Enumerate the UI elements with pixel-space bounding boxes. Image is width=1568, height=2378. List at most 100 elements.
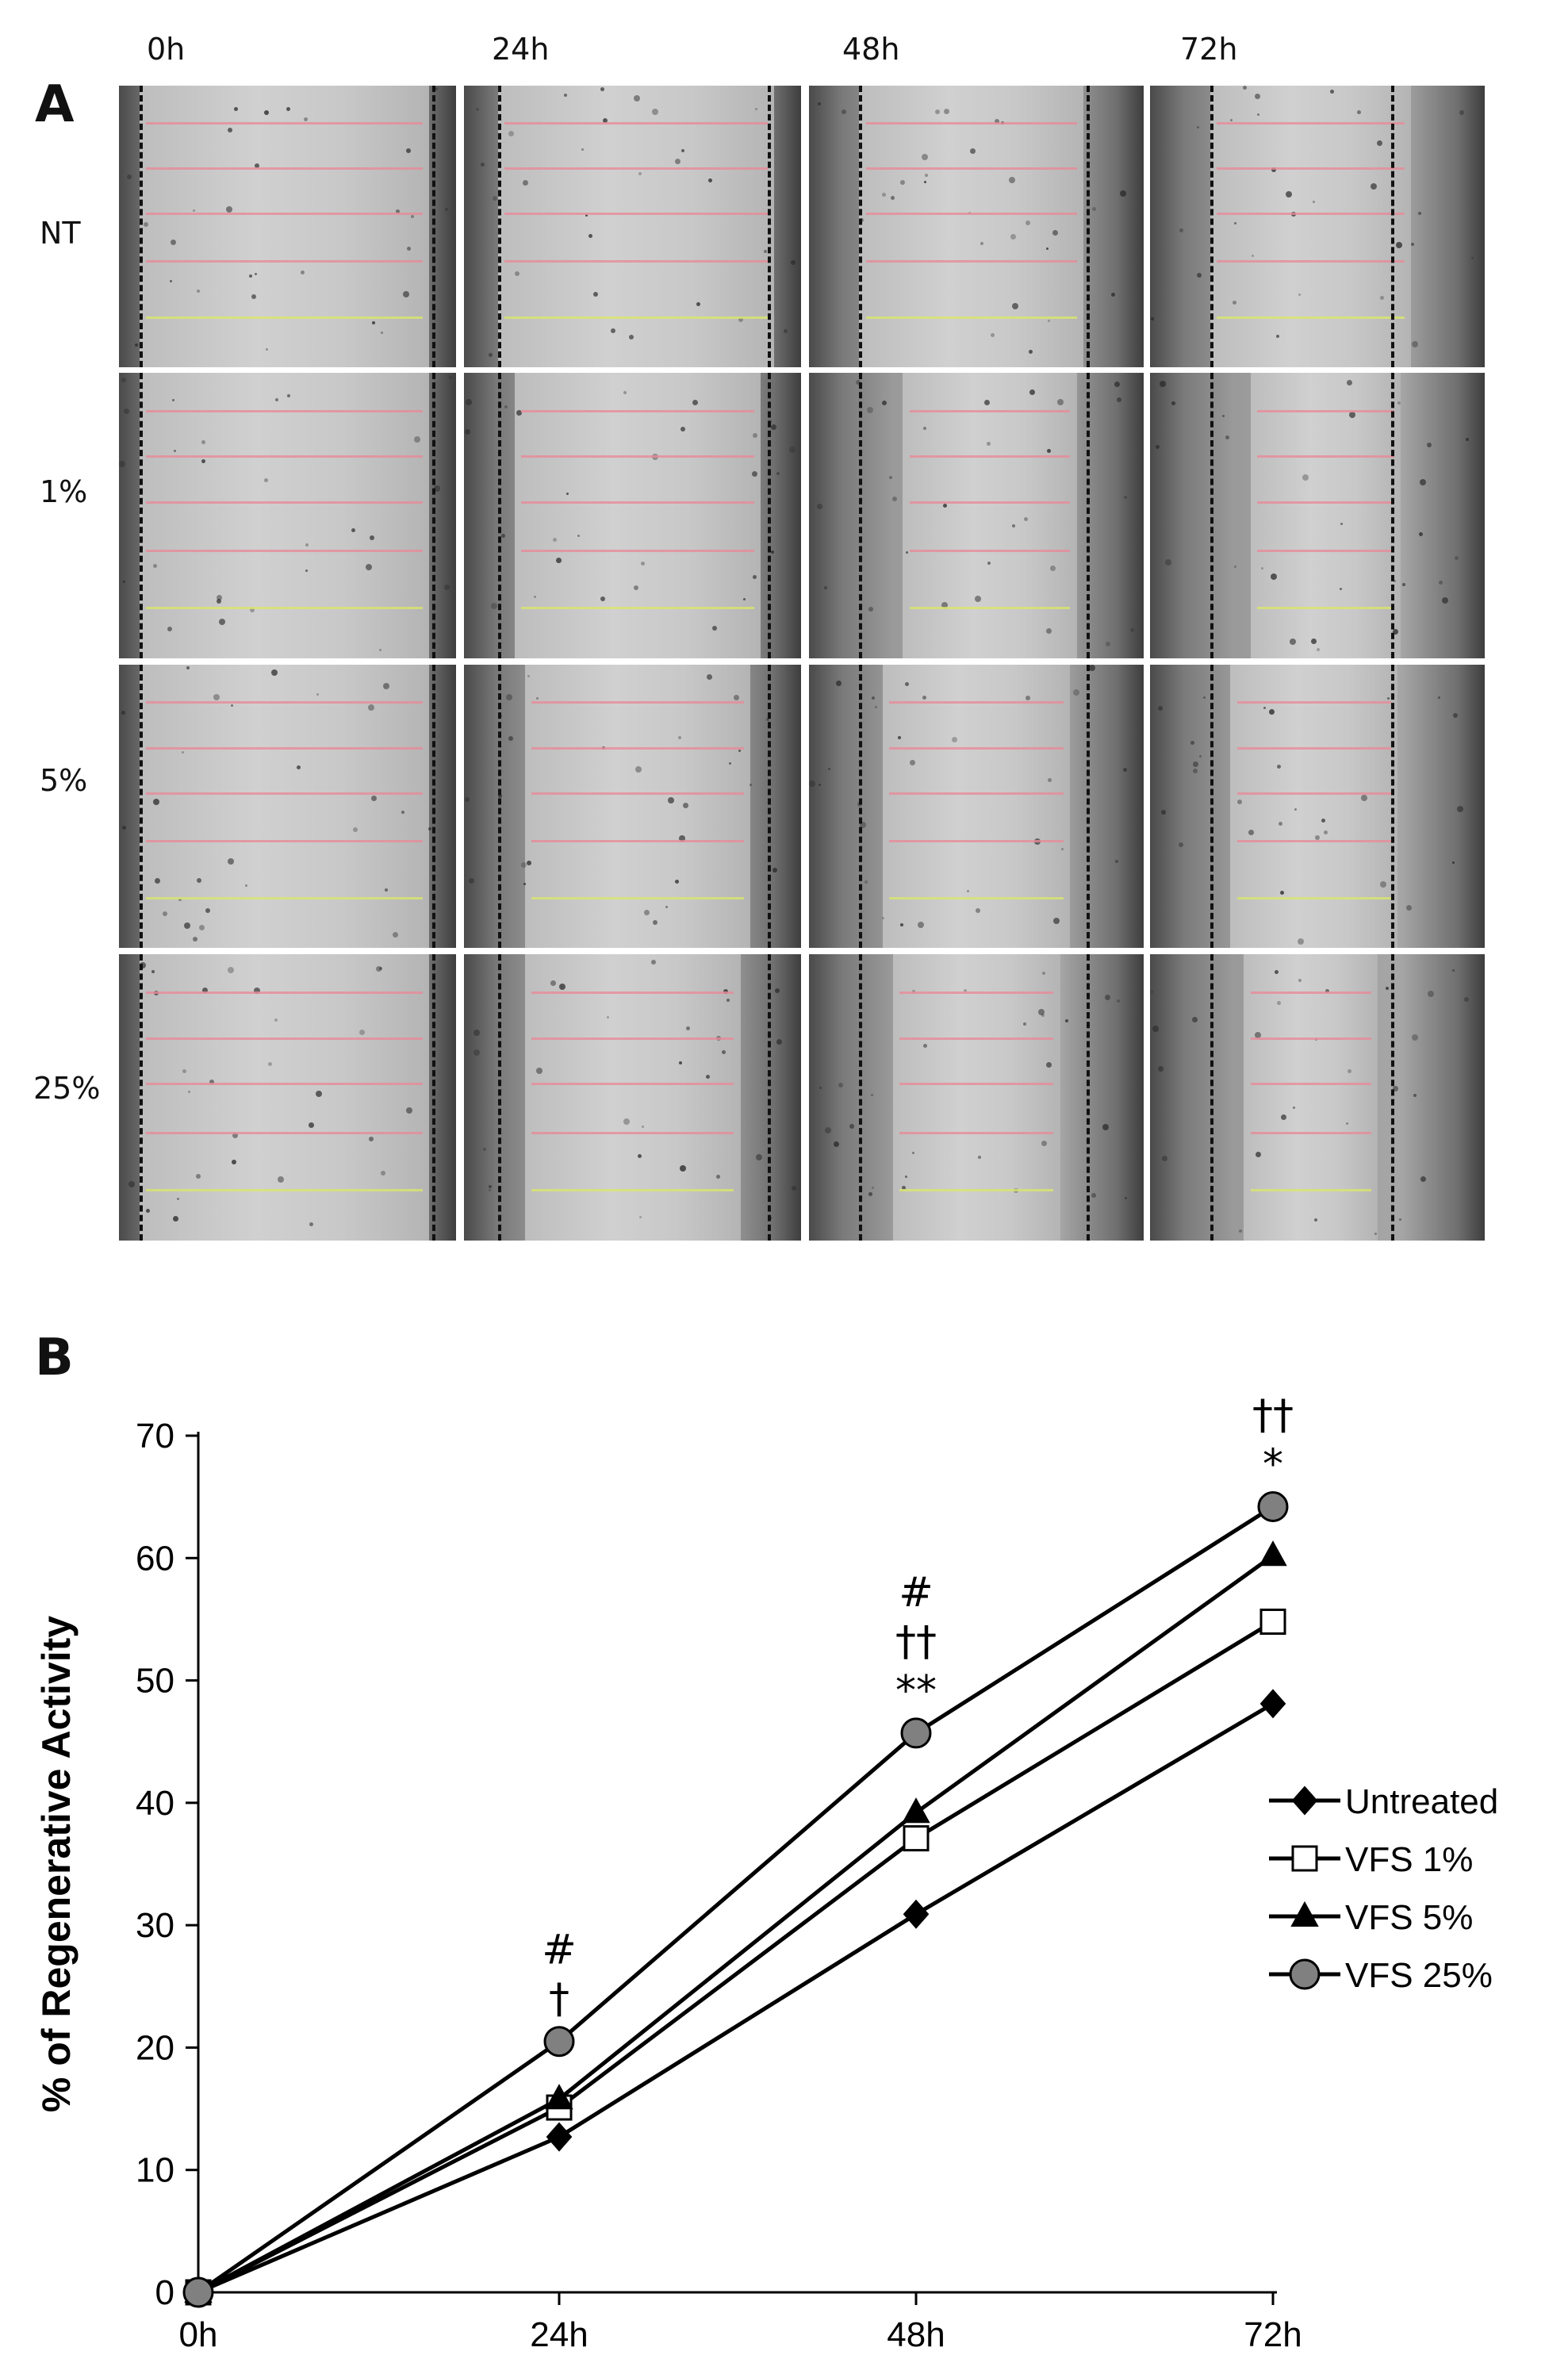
cell-speck	[564, 94, 567, 97]
gap-measure-line	[531, 746, 744, 750]
gap-measure-line	[1217, 316, 1405, 320]
cell-speck	[789, 447, 796, 453]
cell-speck	[1152, 1026, 1159, 1032]
wound-edge-right-line	[1390, 665, 1394, 948]
cell-speck	[726, 999, 730, 1002]
cell-speck	[1012, 303, 1018, 309]
y-tick-label: 60	[136, 1539, 174, 1578]
cell-speck	[900, 180, 905, 185]
cell-speck	[500, 715, 502, 717]
cell-speck	[199, 925, 205, 930]
cell-speck	[228, 128, 232, 132]
cell-speck	[653, 920, 657, 925]
cell-speck	[403, 291, 409, 297]
cell-speck	[641, 562, 645, 566]
cell-speck	[970, 148, 976, 154]
cell-speck	[1010, 234, 1016, 240]
cell-speck	[556, 558, 562, 563]
gap-measure-line	[865, 167, 1077, 170]
cell-speck	[1271, 573, 1277, 580]
cell-speck	[1160, 381, 1166, 387]
cell-speck	[1277, 1001, 1281, 1005]
wound-area	[1230, 665, 1398, 948]
cell-speck	[369, 1137, 374, 1141]
cell-speck	[882, 917, 884, 919]
cell-speck	[828, 768, 830, 770]
y-tick-label: 50	[136, 1662, 174, 1701]
wound-area	[139, 373, 429, 658]
cell-speck	[379, 967, 382, 970]
legend-marker-vfs-25-	[1289, 1958, 1321, 1990]
cell-speck	[639, 1216, 642, 1218]
cell-speck	[186, 666, 190, 669]
cell-speck	[465, 429, 470, 435]
cell-speck	[1457, 806, 1463, 812]
gap-measure-line	[531, 792, 744, 795]
cell-speck	[188, 1091, 190, 1093]
gap-measure-line	[1257, 409, 1395, 412]
cell-speck	[680, 427, 685, 431]
wound-area	[892, 954, 1060, 1241]
cell-speck	[1397, 401, 1401, 405]
cell-speck	[406, 1107, 412, 1114]
gap-measure-line	[146, 607, 423, 610]
legend-label-vfs-5-: VFS 5%	[1345, 1898, 1473, 1937]
cell-speck	[944, 109, 949, 114]
cell-speck	[922, 696, 926, 700]
cell-speck	[523, 883, 526, 885]
cell-speck	[1386, 987, 1389, 990]
cell-speck	[824, 586, 827, 589]
cell-speck	[167, 627, 172, 631]
significance-marker: ††	[895, 1618, 937, 1666]
wound-area	[514, 373, 761, 658]
gap-measure-line	[865, 212, 1077, 215]
cell-speck	[489, 1189, 491, 1191]
cell-speck	[984, 400, 990, 405]
cell-speck	[1347, 380, 1352, 385]
cell-speck	[1038, 1009, 1045, 1015]
cell-speck	[209, 1080, 214, 1084]
cell-speck	[1190, 741, 1194, 745]
x-tick-label: 0h	[179, 2315, 218, 2354]
significance-marker: **	[895, 1667, 937, 1715]
cell-speck	[1438, 696, 1440, 699]
row-label-1pct: 1%	[40, 474, 88, 509]
cell-speck	[516, 410, 522, 416]
wound-area	[524, 954, 741, 1241]
gap-measure-line	[146, 316, 423, 320]
cell-speck	[1124, 496, 1127, 499]
cell-speck	[769, 1217, 772, 1219]
data-point-vfs-5-	[1259, 1540, 1287, 1567]
micrograph-tile-2-3	[1150, 665, 1485, 948]
cell-speck	[1048, 778, 1052, 782]
cell-speck	[1466, 438, 1469, 441]
cell-speck	[146, 1209, 150, 1213]
cell-speck	[521, 862, 527, 868]
cell-speck	[600, 596, 605, 601]
cell-speck	[696, 302, 700, 306]
cell-speck	[1053, 918, 1060, 924]
cell-speck	[776, 472, 780, 475]
wound-edge-left-line	[497, 954, 501, 1241]
wound-edge-right-line	[1087, 373, 1091, 658]
cell-speck	[316, 1091, 322, 1097]
wound-edge-right-line	[432, 373, 436, 658]
cell-speck	[254, 988, 260, 994]
cell-speck	[1111, 293, 1115, 297]
gap-measure-line	[531, 1083, 734, 1086]
cell-speck	[1349, 412, 1355, 418]
cell-speck	[264, 478, 268, 482]
cell-speck	[1293, 1107, 1295, 1109]
cell-speck	[1091, 1193, 1096, 1198]
cell-speck	[634, 585, 638, 590]
cell-speck	[473, 1049, 480, 1056]
cell-speck	[1239, 1229, 1242, 1233]
cell-speck	[838, 1083, 843, 1087]
wound-edge-left-line	[859, 86, 863, 367]
row-label-25pct: 25%	[33, 1071, 101, 1106]
wound-area	[1250, 373, 1401, 658]
cell-speck	[1279, 822, 1282, 826]
cell-speck	[629, 335, 634, 339]
cell-speck	[213, 694, 220, 700]
data-point-vfs-25-	[900, 1717, 932, 1749]
